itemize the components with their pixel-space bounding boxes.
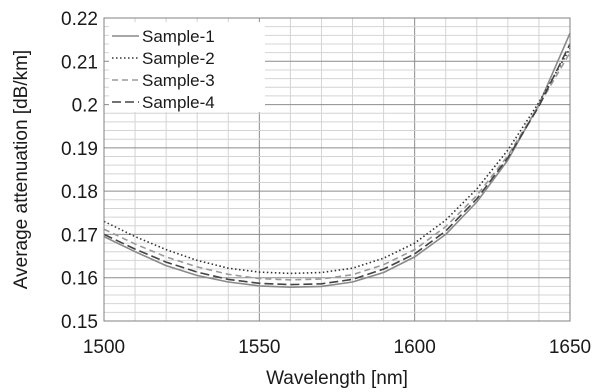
y-tick-label: 0.21 (61, 52, 98, 73)
y-tick-labels: 0.15 0.16 0.17 0.18 0.19 0.2 0.21 0.22 (61, 9, 98, 333)
x-tick-label: 1500 (83, 337, 125, 358)
legend-label-2: Sample-2 (142, 49, 215, 68)
x-tick-label: 1550 (238, 337, 280, 358)
y-tick-label: 0.17 (61, 225, 98, 246)
x-axis-title: Wavelength [nm] (266, 368, 408, 389)
x-tick-label: 1650 (549, 337, 591, 358)
y-tick-label: 0.15 (61, 312, 98, 333)
legend-label-3: Sample-3 (142, 71, 215, 90)
y-axis-title: Average attenuation [dB/km] (11, 50, 32, 289)
y-tick-label: 0.2 (72, 96, 98, 117)
legend-label-1: Sample-1 (142, 27, 215, 46)
x-tick-label: 1600 (394, 337, 436, 358)
y-tick-label: 0.19 (61, 139, 98, 160)
y-tick-label: 0.16 (61, 269, 98, 290)
legend-label-4: Sample-4 (142, 93, 215, 112)
legend: Sample-1 Sample-2 Sample-3 Sample-4 (109, 22, 265, 112)
x-tick-labels: 1500 1550 1600 1650 (83, 337, 591, 358)
y-tick-label: 0.18 (61, 182, 98, 203)
y-tick-label: 0.22 (61, 9, 98, 30)
